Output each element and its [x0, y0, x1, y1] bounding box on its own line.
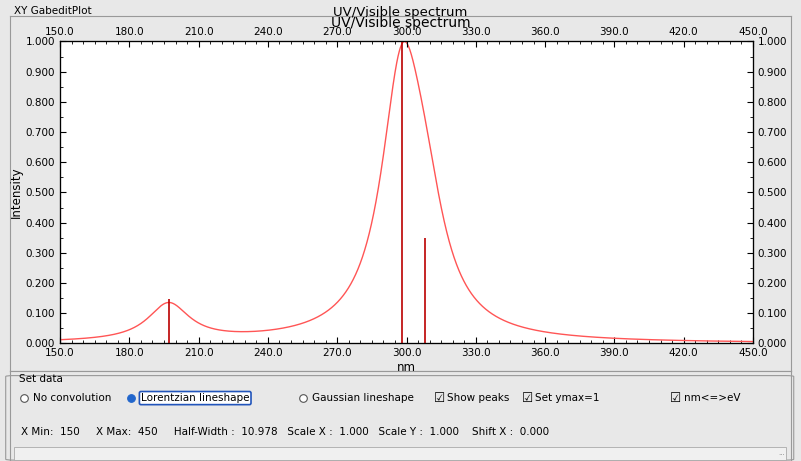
- Y-axis label: Intensity: Intensity: [10, 167, 23, 218]
- X-axis label: nm: nm: [397, 361, 416, 374]
- Text: Gaussian lineshape: Gaussian lineshape: [312, 393, 414, 403]
- Text: ☑: ☑: [521, 391, 533, 405]
- Text: UV/Visible spectrum: UV/Visible spectrum: [333, 6, 468, 18]
- Text: ···: ···: [779, 452, 785, 458]
- Text: nm<=>eV: nm<=>eV: [683, 393, 740, 403]
- Text: XY GabeditPlot: XY GabeditPlot: [14, 6, 91, 16]
- Text: Set ymax=1: Set ymax=1: [535, 393, 599, 403]
- Text: No convolution: No convolution: [33, 393, 111, 403]
- Text: Show peaks: Show peaks: [448, 393, 509, 403]
- Text: X Min:  150     X Max:  450     Half-Width :  10.978   Scale X :  1.000   Scale : X Min: 150 X Max: 450 Half-Width : 10.97…: [22, 427, 549, 437]
- Text: ☑: ☑: [434, 391, 445, 405]
- Text: Lorentzian lineshape: Lorentzian lineshape: [141, 393, 249, 403]
- Bar: [14, 447, 786, 460]
- Text: Set data: Set data: [19, 374, 62, 384]
- Text: UV/Visible spectrum: UV/Visible spectrum: [331, 16, 470, 30]
- Text: ☑: ☑: [670, 391, 682, 405]
